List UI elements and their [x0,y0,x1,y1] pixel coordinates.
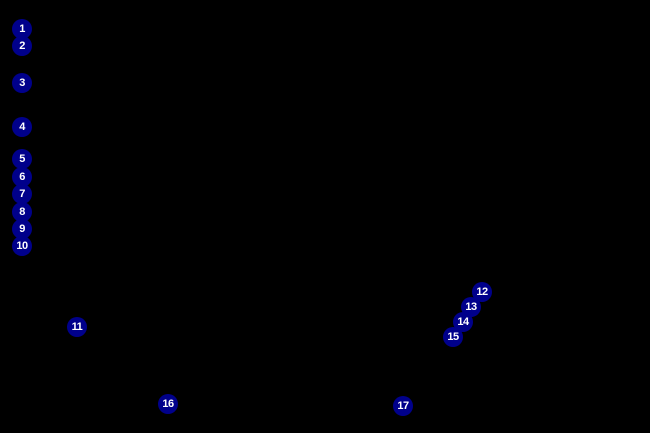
mark-badge-7[interactable]: 7 [12,184,32,204]
mark-badge-10[interactable]: 10 [12,236,32,256]
mark-badge-15[interactable]: 15 [443,327,463,347]
mark-badge-16[interactable]: 16 [158,394,178,414]
mark-badge-11[interactable]: 11 [67,317,87,337]
mark-badge-4[interactable]: 4 [12,117,32,137]
mark-badge-8[interactable]: 8 [12,202,32,222]
mark-badge-2[interactable]: 2 [12,36,32,56]
mark-badge-5[interactable]: 5 [12,149,32,169]
mark-badge-17[interactable]: 17 [393,396,413,416]
mark-badge-14[interactable]: 14 [453,312,473,332]
mark-badge-3[interactable]: 3 [12,73,32,93]
mark-badge-12[interactable]: 12 [472,282,492,302]
mark-badge-6[interactable]: 6 [12,167,32,187]
mark-badge-9[interactable]: 9 [12,219,32,239]
mark-badge-1[interactable]: 1 [12,19,32,39]
